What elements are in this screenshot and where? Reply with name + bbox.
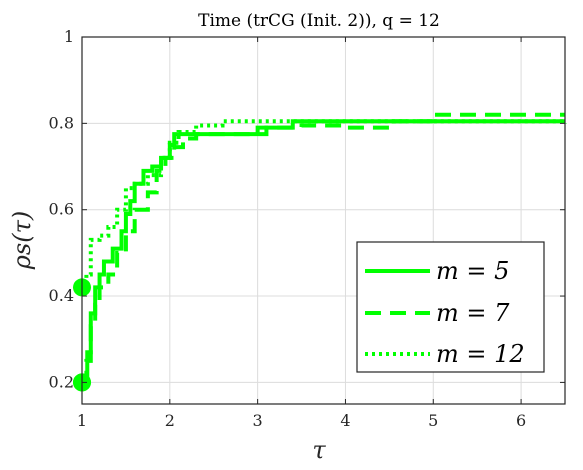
y-tick-label: 0.2 bbox=[49, 372, 74, 391]
series-line-1 bbox=[82, 119, 565, 385]
axis-ticks: 1 2 3 4 5 6 0.2 0.4 0.6 0.8 1 bbox=[49, 27, 565, 430]
series-line-2 bbox=[82, 112, 565, 385]
x-tick-label: 6 bbox=[516, 411, 526, 430]
y-axis-label: ρs(τ) bbox=[8, 211, 36, 270]
legend-box bbox=[356, 241, 545, 373]
series-lines bbox=[82, 112, 567, 385]
y-tick-label: 1 bbox=[64, 27, 74, 46]
legend-label-1: m = 5 bbox=[436, 257, 509, 285]
y-tick-label: 0.8 bbox=[49, 113, 74, 132]
x-tick-label: 4 bbox=[340, 411, 350, 430]
chart-title: Time (trCG (Init. 2)), q = 12 bbox=[198, 11, 440, 31]
y-tick-label: 0.6 bbox=[49, 200, 74, 219]
x-tick-label: 1 bbox=[77, 411, 87, 430]
x-tick-label: 5 bbox=[428, 411, 438, 430]
legend: m = 5 m = 7 m = 12 bbox=[356, 241, 545, 373]
series-line-3 bbox=[82, 119, 567, 290]
legend-label-3: m = 12 bbox=[436, 340, 525, 368]
plot-area-frame bbox=[81, 36, 566, 405]
x-axis-label: τ bbox=[312, 436, 326, 464]
x-tick-label: 3 bbox=[253, 411, 263, 430]
legend-label-2: m = 7 bbox=[436, 299, 510, 327]
y-tick-label: 0.4 bbox=[49, 286, 74, 305]
x-tick-label: 2 bbox=[165, 411, 175, 430]
